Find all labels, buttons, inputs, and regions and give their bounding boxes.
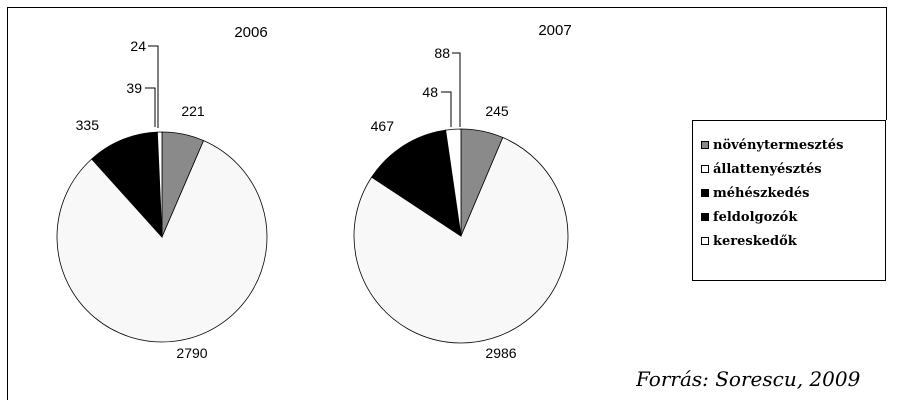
data-label-2006-novenytermesztes: 221 — [181, 103, 205, 119]
pie-title-2006: 2006 — [234, 24, 267, 41]
legend-item-novenytermesztes: növénytermesztés — [701, 133, 885, 157]
legend-swatch-meheszkedes — [701, 189, 709, 197]
legend-item-meheszkedes: méhészkedés — [701, 181, 885, 205]
data-label-2006-meheszkedes: 335 — [76, 117, 100, 133]
legend-swatch-novenytermesztes — [701, 141, 709, 149]
leader-line-2006-kereskedok — [148, 45, 159, 128]
pie-slice-2006-kereskedok — [156, 131, 163, 238]
legend-swatch-allattenyesztes — [701, 165, 709, 173]
legend-label-kereskedok: kereskedők — [713, 233, 797, 249]
pie-title-2007: 2007 — [538, 22, 571, 39]
pie-slice-2006-allattenyesztes — [56, 140, 268, 343]
legend-item-allattenyesztes: állattenyésztés — [701, 157, 885, 181]
pie-slice-2007-kereskedok — [445, 128, 462, 237]
leader-line-2006-feldolgozok — [145, 87, 156, 127]
data-label-2007-allattenyesztes: 2986 — [485, 345, 516, 361]
source-note: Forrás: Sorescu, 2009 — [636, 367, 861, 391]
pie-slice-2007-allattenyesztes — [353, 136, 569, 344]
data-label-2007-meheszkedes: 467 — [371, 118, 395, 134]
legend-label-novenytermesztes: növénytermesztés — [713, 137, 844, 153]
data-label-2006-kereskedok: 24 — [130, 38, 146, 54]
legend-label-allattenyesztes: állattenyésztés — [713, 161, 822, 177]
frame-top-border — [7, 7, 887, 8]
data-label-2006-allattenyesztes: 2790 — [176, 345, 207, 361]
data-label-2007-novenytermesztes: 245 — [485, 103, 509, 119]
data-label-2007-kereskedok: 88 — [434, 45, 450, 61]
legend: növénytermesztés állattenyésztés méhészk… — [692, 120, 886, 281]
legend-swatch-kereskedok — [701, 237, 709, 245]
leader-line-2007-feldolgozok — [441, 91, 452, 127]
legend-item-kereskedok: kereskedők — [701, 229, 885, 253]
legend-label-feldolgozok: feldolgozók — [713, 209, 798, 225]
legend-item-feldolgozok: feldolgozók — [701, 205, 885, 229]
pie-slice-2007-meheszkedes — [371, 131, 462, 237]
frame-right-border — [886, 7, 887, 120]
legend-label-meheszkedes: méhészkedés — [713, 185, 810, 201]
leader-line-2007-kereskedok — [452, 52, 461, 127]
data-label-2007-feldolgozok: 48 — [422, 84, 438, 100]
data-label-2006-feldolgozok: 39 — [126, 80, 142, 96]
frame-left-border — [7, 7, 8, 400]
legend-swatch-feldolgozok — [701, 213, 709, 221]
